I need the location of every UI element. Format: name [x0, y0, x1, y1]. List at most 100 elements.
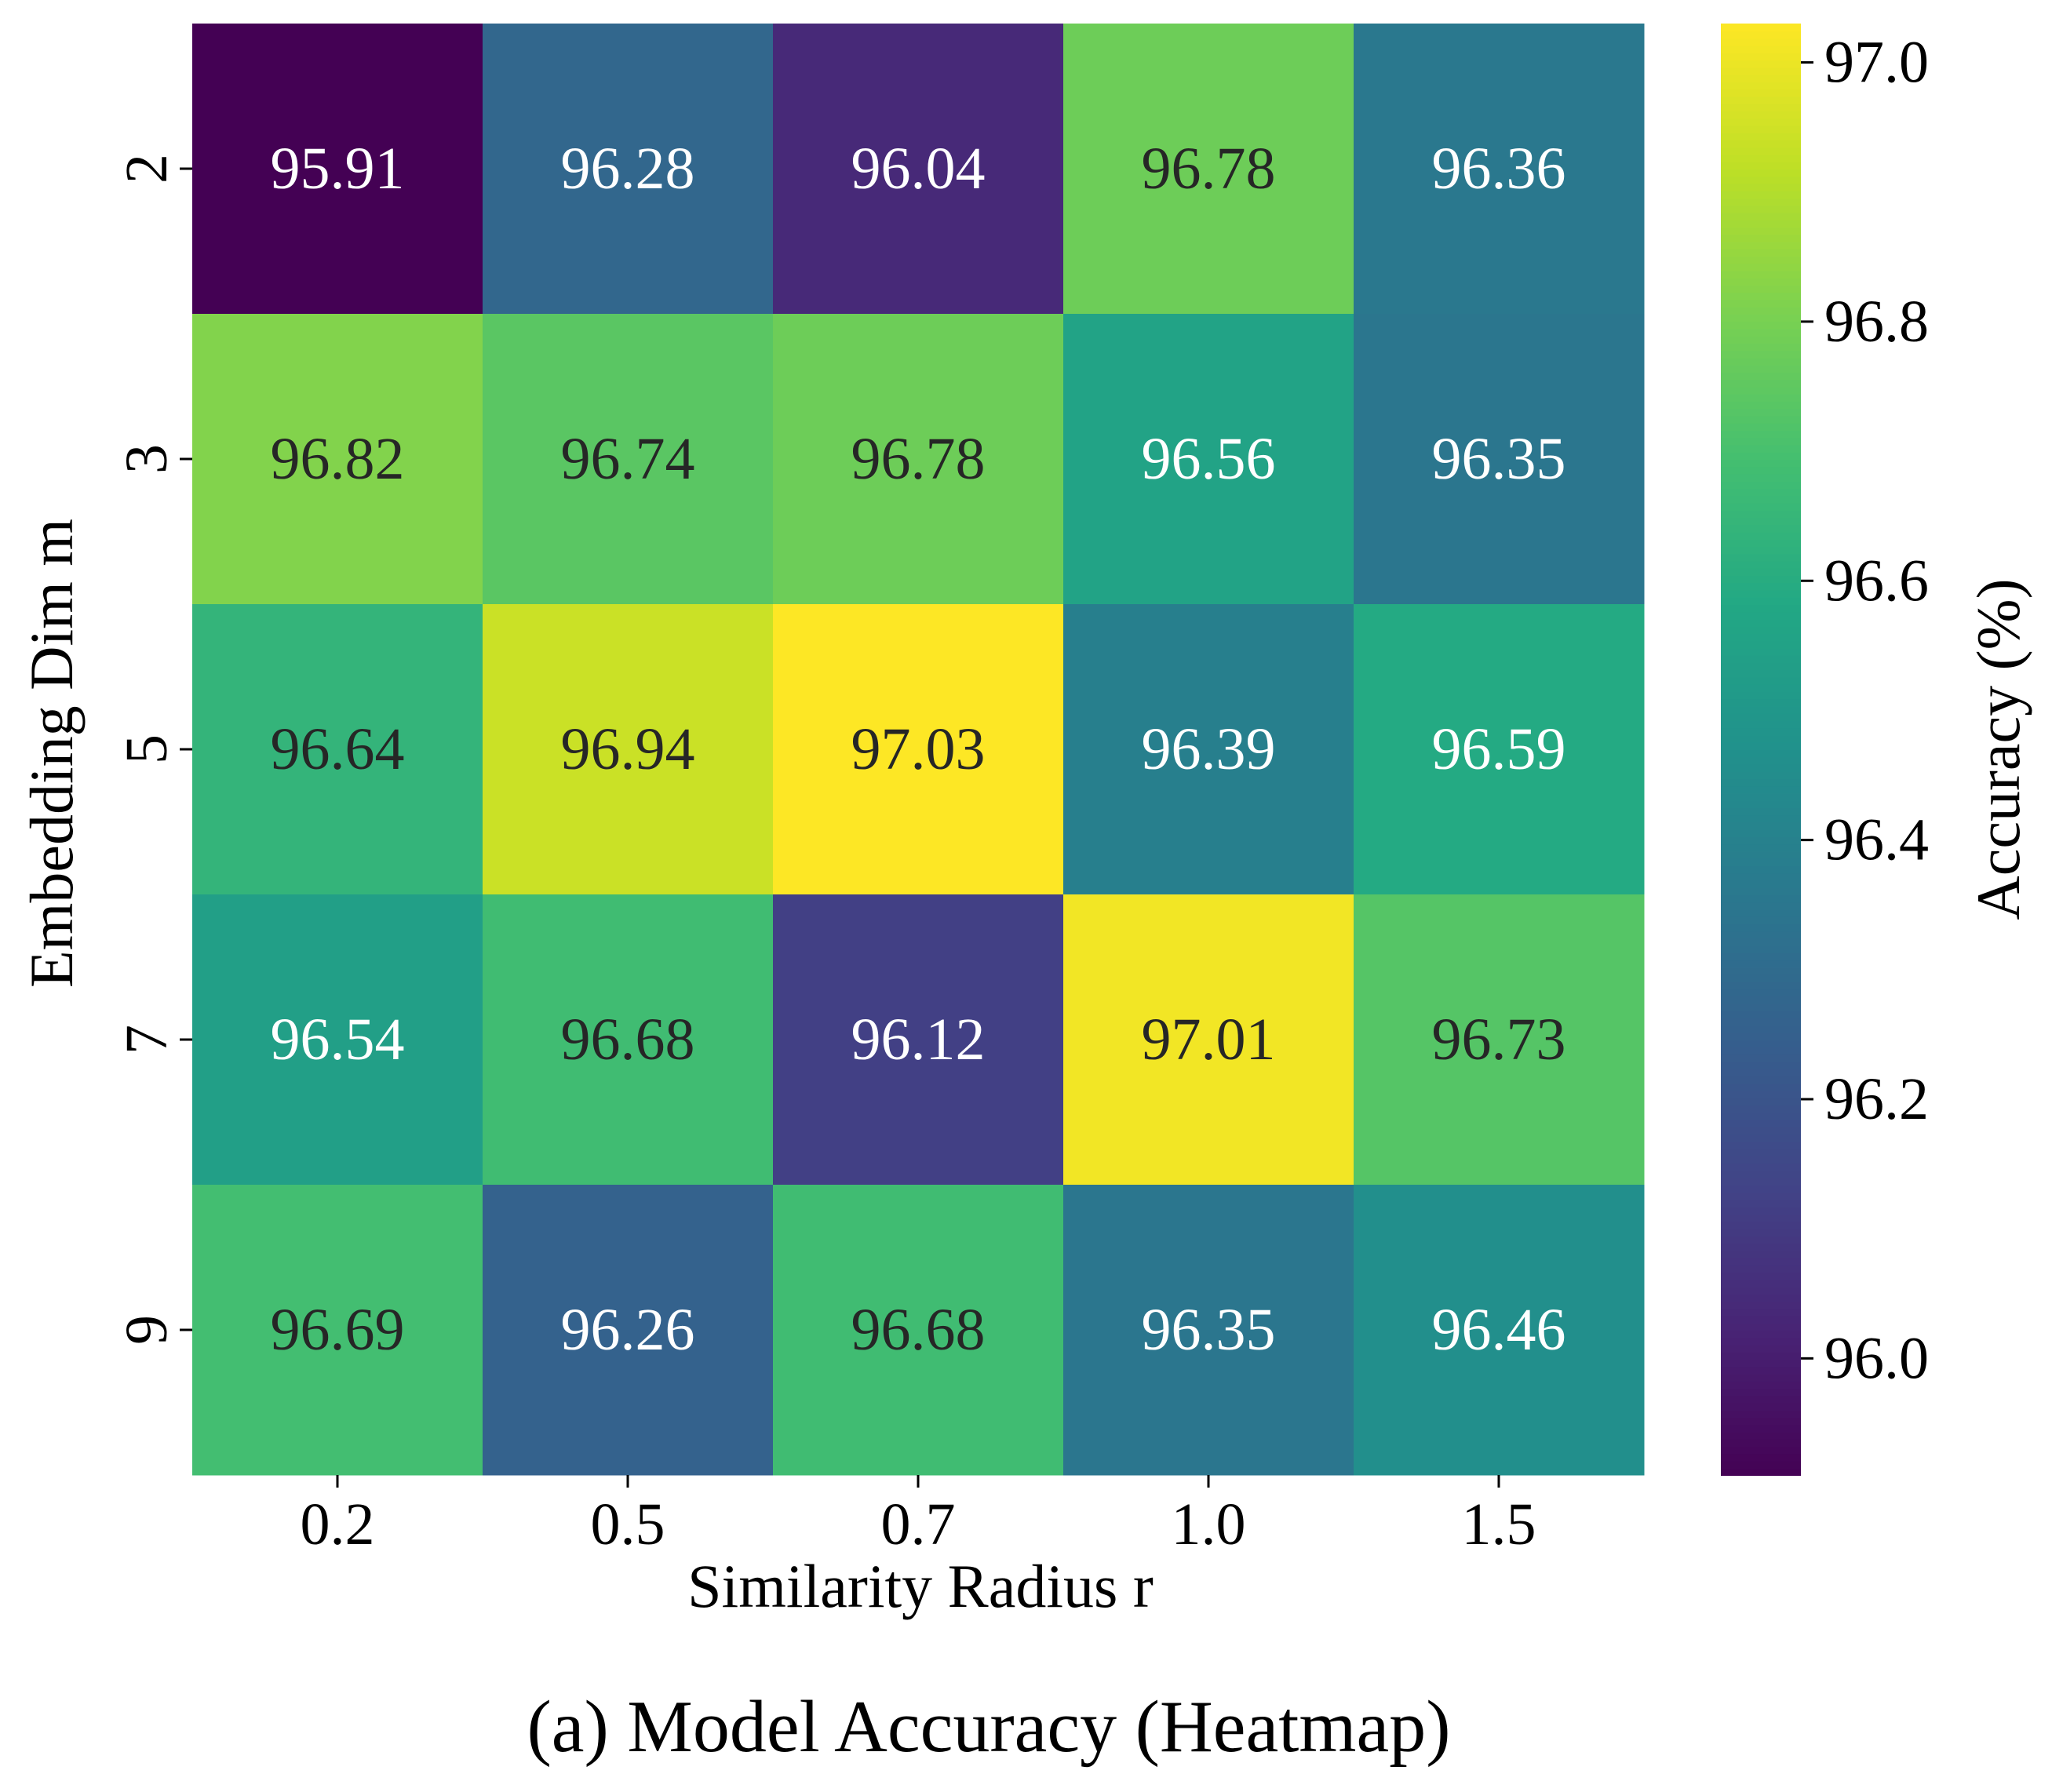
colorbar-segment	[1721, 1148, 1801, 1156]
x-tick-label: 1.0	[1172, 1492, 1246, 1557]
colorbar-segment	[1721, 1235, 1801, 1244]
cell-value-label: 96.28	[561, 136, 695, 202]
colorbar-segment	[1721, 1438, 1801, 1447]
colorbar-segment	[1721, 451, 1801, 460]
x-axis-label: Similarity Radius r	[687, 1552, 1154, 1620]
colorbar-segment	[1721, 1083, 1801, 1091]
colorbar-segment	[1721, 960, 1801, 968]
colorbar-segment	[1721, 343, 1801, 351]
colorbar-segment	[1721, 1214, 1801, 1222]
colorbar-segment	[1721, 778, 1801, 787]
cell-value-label: 96.68	[561, 1007, 695, 1073]
colorbar-segment	[1721, 364, 1801, 373]
colorbar-segment	[1721, 459, 1801, 468]
cell-value-label: 96.56	[1142, 426, 1276, 492]
colorbar-segment	[1721, 567, 1801, 576]
colorbar-segment	[1721, 589, 1801, 598]
colorbar-segment	[1721, 241, 1801, 249]
heatmap-cell	[1354, 1185, 1645, 1476]
colorbar-segment	[1721, 1366, 1801, 1375]
colorbar-segment	[1721, 1047, 1801, 1055]
colorbar-segment	[1721, 1330, 1801, 1339]
colorbar-segment	[1721, 227, 1801, 235]
colorbar-segment	[1721, 967, 1801, 975]
colorbar-segment	[1721, 430, 1801, 439]
colorbar-segment	[1721, 654, 1801, 663]
cell-value-label: 96.54	[271, 1007, 405, 1073]
colorbar-segment	[1721, 1011, 1801, 1019]
colorbar-segment	[1721, 996, 1801, 1004]
colorbar-segment	[1721, 872, 1801, 881]
colorbar-segment	[1721, 683, 1801, 692]
colorbar-tick-label: 96.4	[1824, 807, 1929, 873]
heatmap-cells	[192, 24, 1645, 1476]
cell-value-label: 96.74	[561, 426, 695, 492]
colorbar-segment	[1721, 176, 1801, 184]
colorbar-segment	[1721, 546, 1801, 555]
colorbar-segment	[1721, 495, 1801, 504]
y-tick-label: 9	[114, 1315, 180, 1345]
colorbar-segment	[1721, 1170, 1801, 1178]
heatmap-cell	[773, 1185, 1064, 1476]
colorbar-segment	[1721, 357, 1801, 366]
heatmap-cell	[483, 604, 774, 895]
y-axis-label: Embedding Dim m	[17, 519, 86, 988]
colorbar-segment	[1721, 974, 1801, 982]
colorbar-segment	[1721, 633, 1801, 642]
colorbar-segment	[1721, 647, 1801, 656]
colorbar-segment	[1721, 524, 1801, 533]
x-tick-label: 0.2	[301, 1492, 375, 1557]
colorbar-segment	[1721, 1308, 1801, 1317]
cell-value-label: 96.64	[271, 716, 405, 782]
heatmap-cell	[1063, 314, 1354, 605]
colorbar-segment	[1721, 531, 1801, 540]
heatmap-cell	[1354, 604, 1645, 895]
colorbar-segment	[1721, 1373, 1801, 1382]
heatmap-cell	[192, 24, 483, 315]
heatmap-cell	[1354, 894, 1645, 1186]
colorbar-segment	[1721, 1337, 1801, 1346]
colorbar-segment	[1721, 154, 1801, 162]
heatmap-cell	[192, 314, 483, 605]
colorbar-segment	[1721, 785, 1801, 794]
colorbar-segment	[1721, 321, 1801, 330]
colorbar-segment	[1721, 1228, 1801, 1237]
colorbar-segment	[1721, 1380, 1801, 1389]
heatmap-cell	[192, 1185, 483, 1476]
colorbar-segment	[1721, 1257, 1801, 1266]
heatmap-cell	[1063, 24, 1354, 315]
x-tick-label: 0.7	[881, 1492, 956, 1557]
colorbar-segment	[1721, 379, 1801, 388]
colorbar-segment	[1721, 335, 1801, 344]
heatmap-cell	[1063, 604, 1354, 895]
colorbar-segment	[1721, 923, 1801, 932]
colorbar-segment	[1721, 1054, 1801, 1062]
cell-value-label: 96.46	[1432, 1297, 1566, 1363]
colorbar-segment	[1721, 219, 1801, 228]
colorbar-segment	[1721, 198, 1801, 206]
heatmap-axes: 0.2 0.5 0.7 1.0 1.5 2 3 5 7 9	[114, 154, 1536, 1557]
colorbar-segment	[1721, 1018, 1801, 1026]
colorbar-segment	[1721, 517, 1801, 526]
colorbar-segment	[1721, 1286, 1801, 1295]
colorbar-segment	[1721, 1127, 1801, 1135]
colorbar-segment	[1721, 669, 1801, 678]
cell-value-label: 96.78	[1142, 136, 1276, 202]
colorbar-segment	[1721, 45, 1801, 53]
colorbar-segment	[1721, 132, 1801, 140]
colorbar-segment	[1721, 1112, 1801, 1120]
x-tick-label: 0.5	[591, 1492, 665, 1557]
heatmap-cell	[773, 894, 1064, 1186]
colorbar-segment	[1721, 1431, 1801, 1440]
colorbar-segment	[1721, 640, 1801, 649]
colorbar-segment	[1721, 1264, 1801, 1273]
heatmap-cell	[1063, 1185, 1354, 1476]
colorbar-segment	[1721, 698, 1801, 707]
colorbar-segment	[1721, 161, 1801, 169]
cell-value-label: 95.91	[271, 136, 405, 202]
colorbar-segment	[1721, 1221, 1801, 1229]
colorbar-segment	[1721, 1315, 1801, 1324]
colorbar-segment	[1721, 1344, 1801, 1353]
colorbar-segment	[1721, 24, 1801, 32]
